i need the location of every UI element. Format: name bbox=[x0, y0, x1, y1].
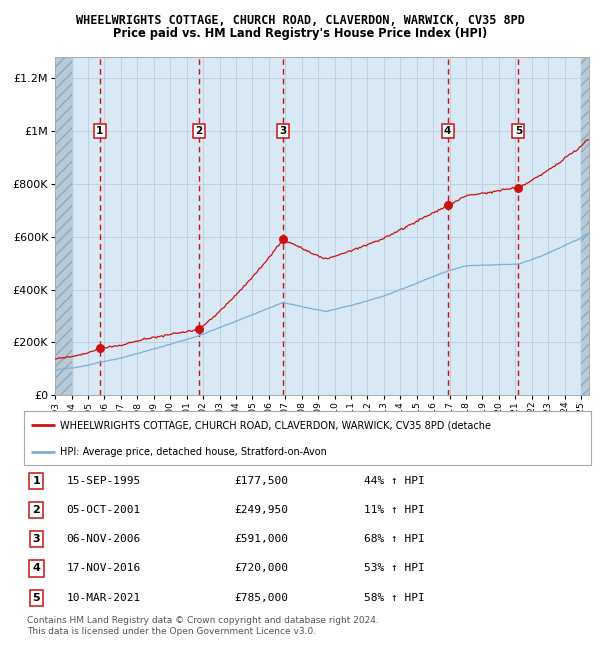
Text: Price paid vs. HM Land Registry's House Price Index (HPI): Price paid vs. HM Land Registry's House … bbox=[113, 27, 487, 40]
Text: 15-SEP-1995: 15-SEP-1995 bbox=[67, 476, 141, 486]
Text: 53% ↑ HPI: 53% ↑ HPI bbox=[364, 564, 425, 573]
Text: Contains HM Land Registry data © Crown copyright and database right 2024.: Contains HM Land Registry data © Crown c… bbox=[27, 616, 379, 625]
Text: 5: 5 bbox=[515, 126, 522, 136]
Text: 1: 1 bbox=[32, 476, 40, 486]
Text: WHEELWRIGHTS COTTAGE, CHURCH ROAD, CLAVERDON, WARWICK, CV35 8PD: WHEELWRIGHTS COTTAGE, CHURCH ROAD, CLAVE… bbox=[76, 14, 524, 27]
Text: 1: 1 bbox=[96, 126, 103, 136]
Bar bbox=[55, 57, 71, 395]
Text: This data is licensed under the Open Government Licence v3.0.: This data is licensed under the Open Gov… bbox=[27, 627, 316, 636]
Text: 68% ↑ HPI: 68% ↑ HPI bbox=[364, 534, 425, 544]
Text: £591,000: £591,000 bbox=[234, 534, 288, 544]
Text: WHEELWRIGHTS COTTAGE, CHURCH ROAD, CLAVERDON, WARWICK, CV35 8PD (detache: WHEELWRIGHTS COTTAGE, CHURCH ROAD, CLAVE… bbox=[60, 421, 491, 430]
Text: 5: 5 bbox=[32, 593, 40, 603]
Text: 58% ↑ HPI: 58% ↑ HPI bbox=[364, 593, 425, 603]
Text: £177,500: £177,500 bbox=[234, 476, 288, 486]
Text: 05-OCT-2001: 05-OCT-2001 bbox=[67, 505, 141, 515]
Text: £720,000: £720,000 bbox=[234, 564, 288, 573]
Text: 06-NOV-2006: 06-NOV-2006 bbox=[67, 534, 141, 544]
Bar bbox=[581, 57, 589, 395]
Text: 44% ↑ HPI: 44% ↑ HPI bbox=[364, 476, 425, 486]
Text: 2: 2 bbox=[196, 126, 203, 136]
Text: £785,000: £785,000 bbox=[234, 593, 288, 603]
Bar bbox=[55, 57, 71, 395]
Text: 4: 4 bbox=[444, 126, 451, 136]
Bar bbox=[581, 57, 589, 395]
Text: £249,950: £249,950 bbox=[234, 505, 288, 515]
Text: 10-MAR-2021: 10-MAR-2021 bbox=[67, 593, 141, 603]
Text: 11% ↑ HPI: 11% ↑ HPI bbox=[364, 505, 425, 515]
Text: 4: 4 bbox=[32, 564, 40, 573]
Text: 3: 3 bbox=[279, 126, 286, 136]
Text: 2: 2 bbox=[32, 505, 40, 515]
Text: 17-NOV-2016: 17-NOV-2016 bbox=[67, 564, 141, 573]
Text: HPI: Average price, detached house, Stratford-on-Avon: HPI: Average price, detached house, Stra… bbox=[60, 447, 326, 457]
Text: 3: 3 bbox=[32, 534, 40, 544]
